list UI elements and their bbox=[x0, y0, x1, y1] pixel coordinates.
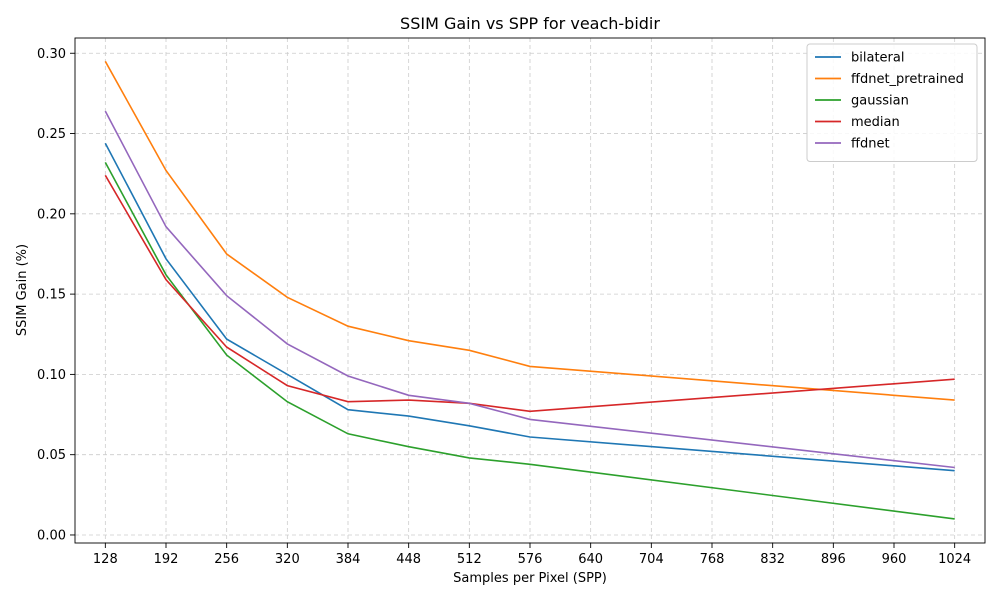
x-tick-label: 768 bbox=[700, 552, 725, 567]
legend-box bbox=[806, 43, 978, 162]
x-tick-label: 512 bbox=[457, 552, 482, 567]
x-tick-label: 320 bbox=[275, 552, 300, 567]
y-tick-label: 0.30 bbox=[37, 47, 66, 62]
x-tick-label: 384 bbox=[336, 552, 361, 567]
legend-label: median bbox=[851, 115, 900, 130]
series-lines bbox=[104, 60, 955, 520]
x-tick-label: 448 bbox=[396, 552, 421, 567]
x-tick-label: 256 bbox=[214, 552, 239, 567]
series-line-ffdnet bbox=[104, 110, 955, 469]
y-tick-label: 0.05 bbox=[37, 448, 66, 463]
series-line-bilateral bbox=[104, 142, 955, 472]
y-tick-label: 0.15 bbox=[37, 288, 66, 303]
legend-label: gaussian bbox=[851, 94, 909, 109]
y-axis-label: SSIM Gain (%) bbox=[15, 244, 30, 336]
x-axis-label: Samples per Pixel (SPP) bbox=[453, 571, 607, 586]
y-tick-label: 0.20 bbox=[37, 207, 66, 222]
y-tick-label: 0.00 bbox=[37, 528, 66, 543]
legend-label: bilateral bbox=[851, 51, 904, 66]
legend-label: ffdnet bbox=[851, 137, 890, 152]
legend-label: ffdnet_pretrained bbox=[851, 72, 964, 87]
series-line-ffdnet-pretrained bbox=[104, 60, 955, 401]
x-tick-label: 192 bbox=[154, 552, 179, 567]
x-tick-label: 704 bbox=[639, 552, 664, 567]
x-tick-label: 832 bbox=[760, 552, 785, 567]
series-line-median bbox=[104, 174, 955, 413]
y-axis-ticks: 0.00 0.05 0.10 0.15 0.20 0.25 0.30 bbox=[37, 47, 75, 543]
x-tick-label: 128 bbox=[93, 552, 118, 567]
legend: bilateral ffdnet_pretrained gaussian median… bbox=[806, 43, 978, 162]
x-tick-label: 960 bbox=[882, 552, 907, 567]
x-tick-label: 896 bbox=[821, 552, 846, 567]
x-tick-label: 1024 bbox=[938, 552, 971, 567]
chart-title: SSIM Gain vs SPP for veach-bidir bbox=[400, 14, 660, 33]
x-axis-ticks: 128 192 256 320 384 448 512 576 640 704 768 832 896 9… bbox=[93, 543, 971, 567]
x-tick-label: 640 bbox=[578, 552, 603, 567]
y-tick-label: 0.25 bbox=[37, 127, 66, 142]
y-tick-label: 0.10 bbox=[37, 368, 66, 383]
x-tick-label: 576 bbox=[518, 552, 543, 567]
